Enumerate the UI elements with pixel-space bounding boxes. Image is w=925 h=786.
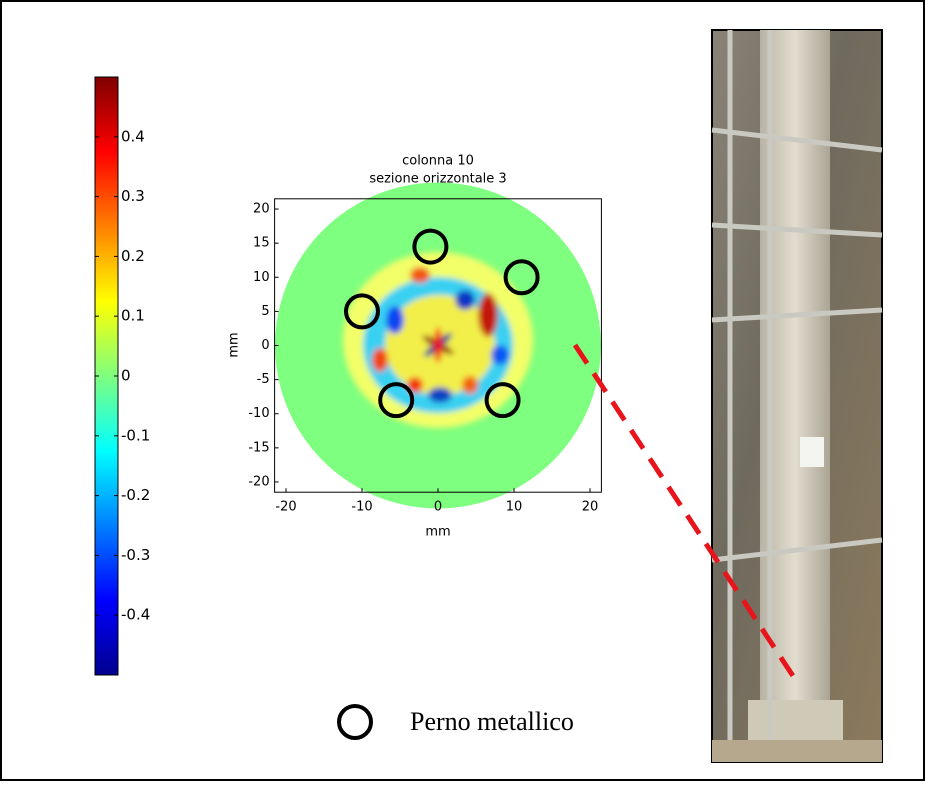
colorbar-tick-label: 0 [121,367,131,385]
colorbar-tick-label: 0.2 [121,247,145,265]
colorbar-tick-label: -0.2 [121,486,150,504]
y-tick-label: 15 [253,236,270,251]
pin-marker [484,382,521,419]
y-tick-label: 0 [261,338,269,353]
y-tick-label: 10 [253,270,270,285]
legend-label: Perno metallico [410,707,574,736]
x-tick-label: -10 [351,500,372,515]
photo [711,29,883,763]
y-tick-label: 5 [261,304,269,319]
pin-marker [412,228,449,265]
colorbar-tick-label: -0.1 [121,426,150,444]
x-tick-label: 0 [434,500,442,515]
x-axis-label: mm [425,525,450,540]
legend-symbol [337,704,373,740]
y-tick-label: 20 [253,202,270,217]
y-tick-label: -15 [248,440,269,455]
colorbar-tick-label: -0.3 [121,546,150,564]
pin-marker [344,293,380,330]
title-line: colonna 10 [402,154,474,169]
colorbar-tick-label: 0.3 [121,187,145,205]
heatmap [275,182,601,509]
y-tick-label: -20 [248,474,269,489]
x-tick-label: -20 [275,500,296,515]
pin-marker [503,259,540,296]
y-tick-label: -10 [248,406,269,421]
x-tick-label: 20 [582,500,599,515]
colorbar-tick-label: 0.1 [121,307,145,325]
y-tick-label: -5 [257,372,270,387]
x-tick-label: 10 [506,500,523,515]
colorbar-tick-label: 0.4 [121,127,145,145]
colorbar-tick-label: -0.4 [121,606,150,624]
colorbar: 0.4 0.3 0.2 0.1 0 -0.1 -0.2 -0.3 -0.4 [94,76,150,676]
pin-marker [378,382,415,419]
title-line: sezione orizzontale 3 [369,172,506,187]
y-axis-label: mm [227,332,242,357]
